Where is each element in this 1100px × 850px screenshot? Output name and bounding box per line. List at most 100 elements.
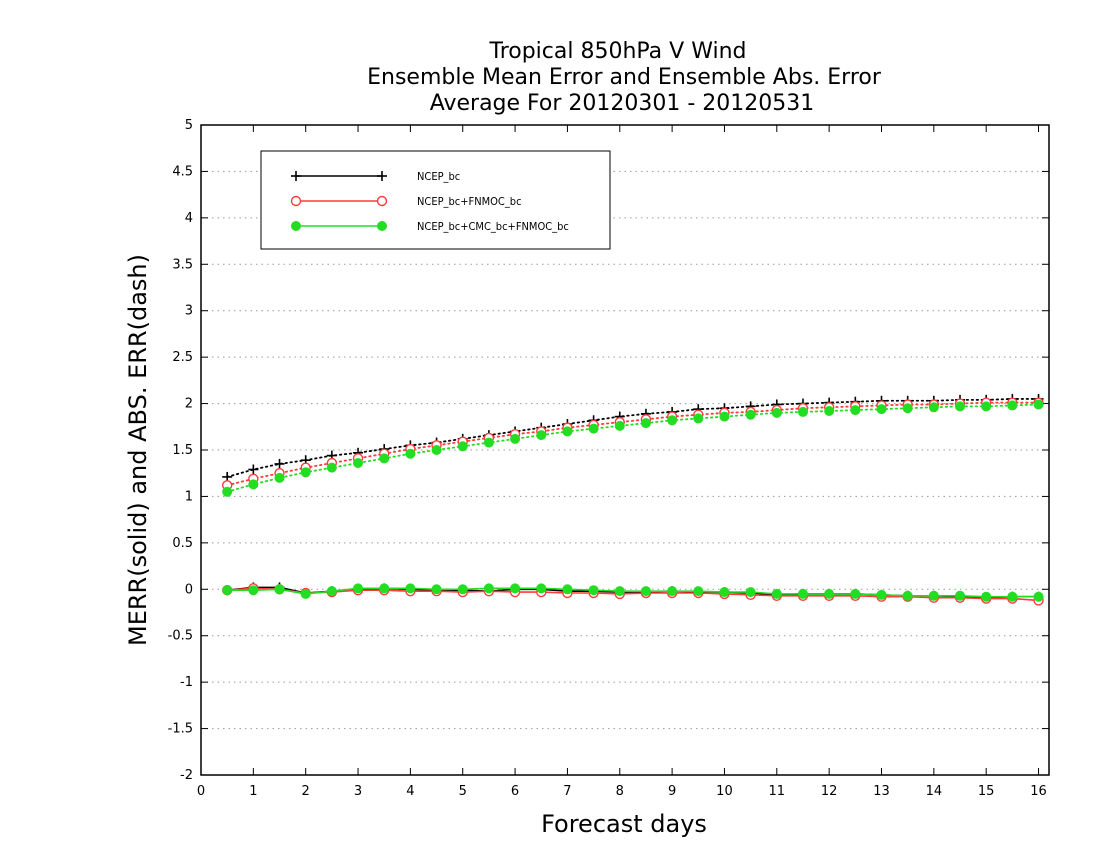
legend: NCEP_bc NCEP_bc+FNMOC_bc NCEP_bc+CMC_bc+FN… [260,150,611,250]
merr-point [667,586,678,597]
abs-err-point [771,407,782,418]
merr-point [850,588,861,599]
merr-point [300,588,311,599]
x-tick-label: 16 [1030,784,1047,799]
y-axis-label: MERR(solid) and ABS. ERR(dash) [124,254,152,646]
abs-err-point [955,401,966,412]
y-tick-label: 2.5 [172,350,193,365]
merr-point [771,588,782,599]
merr-point [379,583,390,594]
legend-marker [376,195,388,207]
x-tick-label: 11 [769,784,786,799]
legend-marker [290,195,302,207]
abs-err-line [226,403,1040,493]
merr-point [536,583,547,594]
abs-err-point [850,405,861,416]
abs-err-point [693,413,704,424]
legend-marker [377,221,387,231]
abs-err-point [614,420,625,431]
abs-err-point [274,458,285,469]
merr-point [955,590,966,601]
abs-err-point [405,448,416,459]
y-tick-label: 0.5 [172,536,193,551]
abs-err-point [379,453,390,464]
y-tick-label: 2 [185,397,193,412]
x-tick-label: 14 [926,784,943,799]
legend-marker [377,171,387,181]
abs-err-point [457,441,468,452]
abs-err-point [824,406,835,416]
merr-point [928,590,939,601]
abs-err-point [222,486,233,497]
abs-err-point [667,415,678,426]
chart-title: Tropical 850hPa V Wind Ensemble Mean Err… [367,39,882,116]
abs-err-point [536,430,547,441]
series-NCEP_bc+CMC_bc+FNMOC_bc [222,399,1044,602]
abs-err-point [981,401,992,412]
merr-point [222,585,233,596]
abs-err-point [510,433,521,444]
y-tick-label: -1 [180,675,193,690]
abs-err-point [902,403,913,414]
x-tick-label: 6 [511,784,519,799]
abs-err-point [876,404,887,415]
abs-err-point [745,409,756,420]
y-tick-label: 4.5 [172,164,193,179]
abs-err-point [719,411,730,422]
merr-point [483,583,494,594]
merr-point [640,586,651,597]
x-tick-label: 7 [563,784,571,799]
abs-err-point [326,462,337,473]
x-tick-label: 2 [302,784,310,799]
y-tick-label: -1.5 [168,722,193,737]
merr-point [902,590,913,601]
merr-point [719,587,730,598]
x-tick-label: 0 [197,784,205,799]
x-tick-label: 9 [668,784,676,799]
y-tick-label: -2 [180,768,193,783]
x-tick-label: 8 [616,784,624,799]
x-tick-label: 13 [873,784,890,799]
abs-err-point [640,418,651,429]
legend-entry: NCEP_bc+CMC_bc+FNMOC_bc [291,220,569,233]
merr-point [510,583,521,594]
merr-point [876,589,887,600]
chart-title-line-2: Ensemble Mean Error and Ensemble Abs. Er… [367,65,882,90]
merr-point [1033,591,1044,602]
merr-point [562,584,573,595]
x-tick-label: 1 [249,784,257,799]
abs-err-point [274,472,285,483]
x-tick-label: 3 [354,784,362,799]
x-tick-label: 12 [821,784,838,799]
x-tick-label: 15 [978,784,995,799]
merr-point [353,583,364,594]
abs-err-point [248,464,259,475]
abs-err-point [1033,399,1044,410]
x-tick-label: 4 [406,784,414,799]
merr-point [326,586,337,597]
abs-err-point [797,406,808,417]
axes: -2-1.5-1-0.500.511.522.533.544.550 1 2 3 4 5 6… [168,118,1050,799]
merr-point [981,591,992,602]
legend-marker [291,221,301,231]
y-tick-label: 3.5 [172,257,193,272]
series-NCEP_bc+FNMOC_bc [221,397,1044,606]
abs-err-point [300,467,311,478]
abs-err-point [1007,400,1018,411]
merr-point [248,585,259,596]
y-tick-label: 0 [185,582,193,597]
merr-point [745,587,756,598]
legend-label: NCEP_bc+FNMOC_bc [417,195,522,208]
grid-lines [201,170,1049,730]
abs-err-point [353,458,364,468]
merr-point [614,586,625,597]
merr-point [797,588,808,599]
x-tick-label: 5 [459,784,467,799]
chart-title-line-1: Tropical 850hPa V Wind [488,39,746,64]
merr-point [405,583,416,594]
abs-err-point [431,445,442,455]
merr-point [457,584,468,595]
legend-box [260,150,611,250]
legend-entry: NCEP_bc+FNMOC_bc [290,195,522,208]
